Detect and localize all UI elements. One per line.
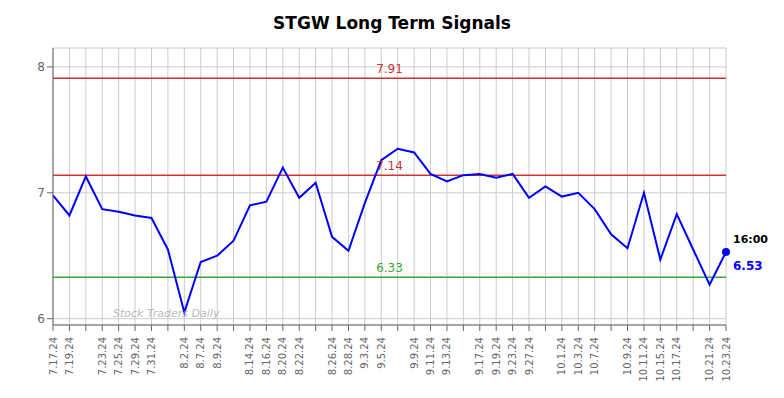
svg-text:8.7.24: 8.7.24: [195, 337, 206, 369]
svg-text:9.23.24: 9.23.24: [507, 337, 518, 375]
svg-text:10.21.24: 10.21.24: [704, 337, 715, 382]
svg-text:7.19.24: 7.19.24: [64, 337, 75, 375]
svg-text:6: 6: [37, 312, 45, 326]
svg-text:10.7.24: 10.7.24: [589, 337, 600, 375]
svg-text:16:00: 16:00: [733, 233, 768, 246]
svg-text:8.16.24: 8.16.24: [261, 337, 272, 375]
html-text:STGW Long Term Signals: STGW Long Term Signals: [273, 13, 511, 33]
svg-text:9.17.24: 9.17.24: [474, 337, 485, 375]
svg-text:9.27.24: 9.27.24: [524, 337, 535, 375]
svg-text:7.25.24: 7.25.24: [113, 337, 124, 375]
svg-text:9.9.24: 9.9.24: [409, 337, 420, 369]
svg-text:8.20.24: 8.20.24: [277, 337, 288, 375]
svg-text:7.29.24: 7.29.24: [130, 337, 141, 375]
svg-text:8.26.24: 8.26.24: [327, 337, 338, 375]
svg-text:9.13.24: 9.13.24: [441, 337, 452, 375]
svg-text:10.9.24: 10.9.24: [622, 337, 633, 375]
svg-text:8.28.24: 8.28.24: [343, 337, 354, 375]
svg-text:7.17.24: 7.17.24: [48, 337, 59, 375]
svg-text:7.91: 7.91: [376, 62, 403, 76]
svg-text:9.19.24: 9.19.24: [491, 337, 502, 375]
svg-text:9.3.24: 9.3.24: [359, 337, 370, 369]
svg-text:10.1.24: 10.1.24: [556, 337, 567, 375]
svg-text:8.9.24: 8.9.24: [212, 337, 223, 369]
svg-text:6.33: 6.33: [376, 261, 403, 275]
svg-text:9.5.24: 9.5.24: [376, 337, 387, 369]
svg-text:8.22.24: 8.22.24: [294, 337, 305, 375]
svg-text:7: 7: [37, 186, 45, 200]
svg-text:10.23.24: 10.23.24: [721, 337, 732, 382]
svg-text:10.17.24: 10.17.24: [671, 337, 682, 382]
svg-text:10.3.24: 10.3.24: [573, 337, 584, 375]
svg-text:6.53: 6.53: [733, 259, 763, 273]
svg-text:7.23.24: 7.23.24: [97, 337, 108, 375]
svg-text:9.11.24: 9.11.24: [425, 337, 436, 375]
html-text:Stock Traders Daily: Stock Traders Daily: [113, 307, 220, 320]
svg-text:8: 8: [37, 60, 45, 74]
svg-text:8.2.24: 8.2.24: [179, 337, 190, 369]
svg-text:10.11.24: 10.11.24: [638, 337, 649, 382]
svg-text:10.15.24: 10.15.24: [655, 337, 666, 382]
svg-text:7.14: 7.14: [376, 159, 403, 173]
svg-text:7.31.24: 7.31.24: [146, 337, 157, 375]
svg-text:8.14.24: 8.14.24: [244, 337, 255, 375]
